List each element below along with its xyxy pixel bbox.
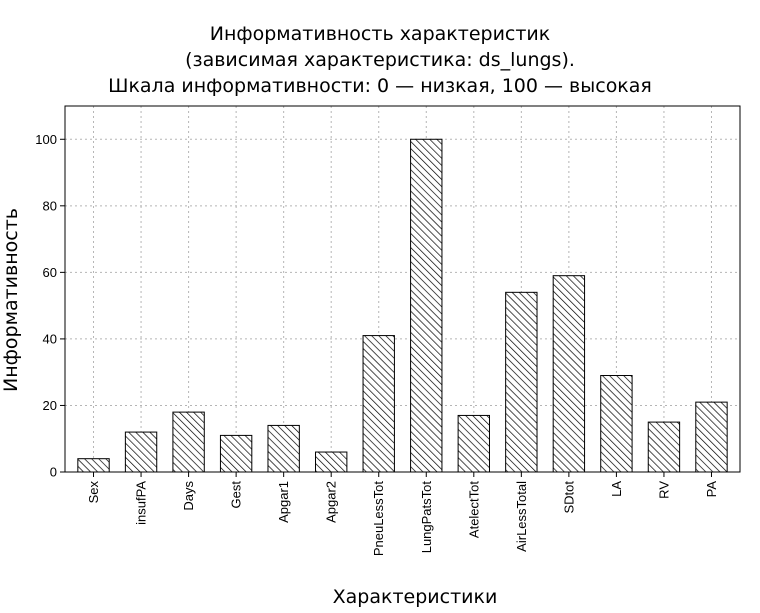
chart-title-line-3: Шкала информативности: 0 — низкая, 100 —… xyxy=(108,75,652,97)
bar-Days xyxy=(172,411,205,473)
x-tick-label: PA xyxy=(704,481,719,498)
x-tick-label: Apgar2 xyxy=(324,481,339,523)
bars xyxy=(77,138,728,473)
bar-Sex xyxy=(77,458,110,473)
x-tick-label: Gest xyxy=(229,481,244,509)
x-tick-label: AtelectTot xyxy=(466,481,481,538)
x-tick-label: LungPatsTot xyxy=(419,481,434,554)
bar-Apgar2 xyxy=(315,451,348,473)
x-tick-label: LA xyxy=(609,481,624,497)
bar-Apgar1 xyxy=(267,424,300,473)
bar-insufPA xyxy=(124,431,158,473)
chart-title-line-1: Информативность характеристик xyxy=(210,23,551,45)
x-tick-label: PneuLessTot xyxy=(371,481,386,557)
bar-SDtot xyxy=(552,275,586,473)
bar-PneuLessTot xyxy=(362,335,395,473)
x-axis-title: Характеристики xyxy=(333,586,498,608)
y-tick-label: 20 xyxy=(43,398,57,413)
y-tick-label: 80 xyxy=(43,198,57,213)
x-tick-label: RV xyxy=(656,481,671,499)
bar-Gest xyxy=(219,434,253,473)
bar-LungPatsTot xyxy=(410,138,443,473)
bar-AtelectTot xyxy=(457,414,490,473)
x-tick-label: AirLessTotal xyxy=(514,481,529,552)
y-axis: 0 20 40 60 80 100 xyxy=(35,132,65,480)
y-tick-label: 0 xyxy=(50,465,57,480)
plot-area xyxy=(65,106,740,472)
y-axis-title: Информативность xyxy=(0,208,22,392)
x-tick-label: SDtot xyxy=(561,481,576,514)
x-tick-label: Days xyxy=(181,481,196,511)
bar-LA xyxy=(600,375,633,473)
y-tick-label: 40 xyxy=(43,331,57,346)
chart-title-line-2: (зависимая характеристика: ds_lungs). xyxy=(185,49,575,71)
bar-AirLessTotal xyxy=(505,291,538,473)
x-tick-label: Apgar1 xyxy=(276,481,291,523)
y-tick-label: 60 xyxy=(43,265,57,280)
x-axis: Sex insufPA Days Gest Apgar1 Apgar2 PneuLessTo… xyxy=(86,472,719,556)
bar-RV xyxy=(647,421,681,473)
x-tick-label: insufPA xyxy=(134,481,149,525)
bar-PA xyxy=(695,401,728,473)
x-tick-label: Sex xyxy=(86,481,101,504)
plot-frame xyxy=(64,105,741,473)
y-tick-label: 100 xyxy=(35,132,57,147)
